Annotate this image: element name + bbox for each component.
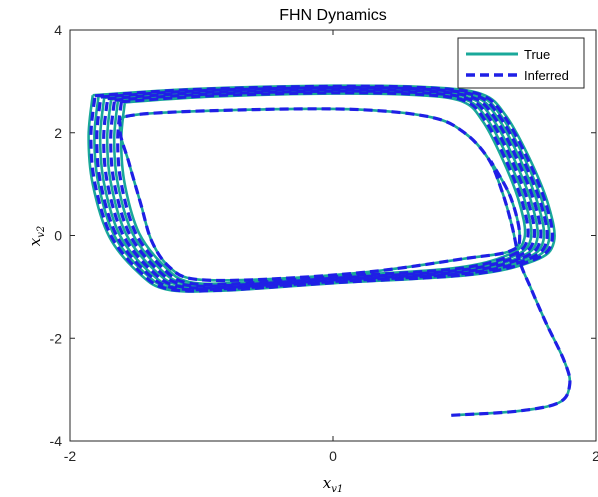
legend: True Inferred xyxy=(457,37,585,89)
series-line-cycle xyxy=(116,91,530,287)
y-tick-label: 4 xyxy=(54,22,62,38)
series-line-cycle xyxy=(102,87,543,290)
series-line-cycle xyxy=(109,89,537,288)
x-tick-label: 2 xyxy=(592,448,598,464)
x-tick-label: 0 xyxy=(329,448,337,464)
y-tick-label: -4 xyxy=(50,433,63,449)
legend-inferred-label: Inferred xyxy=(524,68,569,83)
legend-true-label: True xyxy=(524,47,550,62)
x-axis-label: xv1 xyxy=(323,474,343,495)
y-tick-label: -2 xyxy=(50,330,63,346)
series-line-transient xyxy=(117,107,572,417)
y-tick-label: 0 xyxy=(54,228,62,244)
legend-box xyxy=(457,37,585,89)
chart-title: FHN Dynamics xyxy=(279,7,387,24)
series-inferred xyxy=(89,84,572,417)
series-layer xyxy=(87,84,572,417)
x-axis-label-sub: v1 xyxy=(331,484,343,495)
x-tick-label: -2 xyxy=(64,448,77,464)
y-tick-label: 2 xyxy=(54,125,62,141)
x-axis-label-main: x xyxy=(323,474,332,492)
y-axis-label: xv2 xyxy=(26,226,47,246)
y-axis-label-main: x xyxy=(26,237,44,246)
y-axis-label-sub: v2 xyxy=(36,226,47,238)
